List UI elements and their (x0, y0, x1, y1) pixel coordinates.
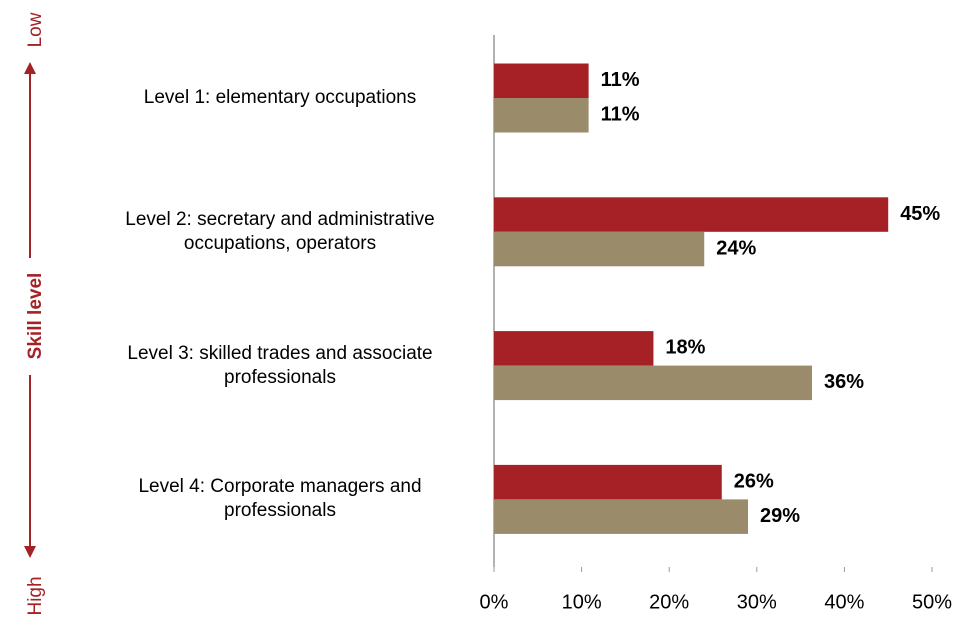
value-label: 45% (900, 203, 940, 225)
value-label: 36% (824, 371, 864, 393)
x-tick-label: 20% (649, 591, 689, 613)
annotation-high: High (25, 576, 46, 615)
value-label: 24% (716, 237, 756, 259)
value-label: 11% (601, 104, 640, 126)
bar (494, 464, 722, 500)
bar (494, 365, 812, 401)
x-tick-label: 50% (912, 591, 952, 613)
value-label: 11% (601, 69, 640, 91)
category-label: Level 1: elementary occupations (143, 87, 417, 108)
annotation-low: Low (25, 12, 46, 47)
category-label: Level 3: skilled trades and associate pr… (127, 342, 433, 388)
x-tick-label: 10% (562, 591, 602, 613)
category-label: Level 4: Corporate managers and professi… (138, 476, 422, 522)
y-axis-label: Skill level (25, 273, 46, 360)
bar (494, 63, 589, 98)
bar (494, 499, 749, 534)
value-label: 26% (734, 470, 774, 492)
x-tick-label: 30% (737, 591, 777, 613)
bar (494, 98, 589, 133)
category-label: Level 2: secretary and administrative oc… (125, 208, 435, 254)
value-label: 29% (760, 505, 800, 527)
bar (494, 197, 889, 232)
x-tick-label: 40% (824, 591, 864, 613)
value-label: 18% (665, 337, 705, 359)
x-tick-label: 0% (480, 591, 509, 613)
bar (494, 231, 705, 267)
bar (494, 331, 654, 366)
